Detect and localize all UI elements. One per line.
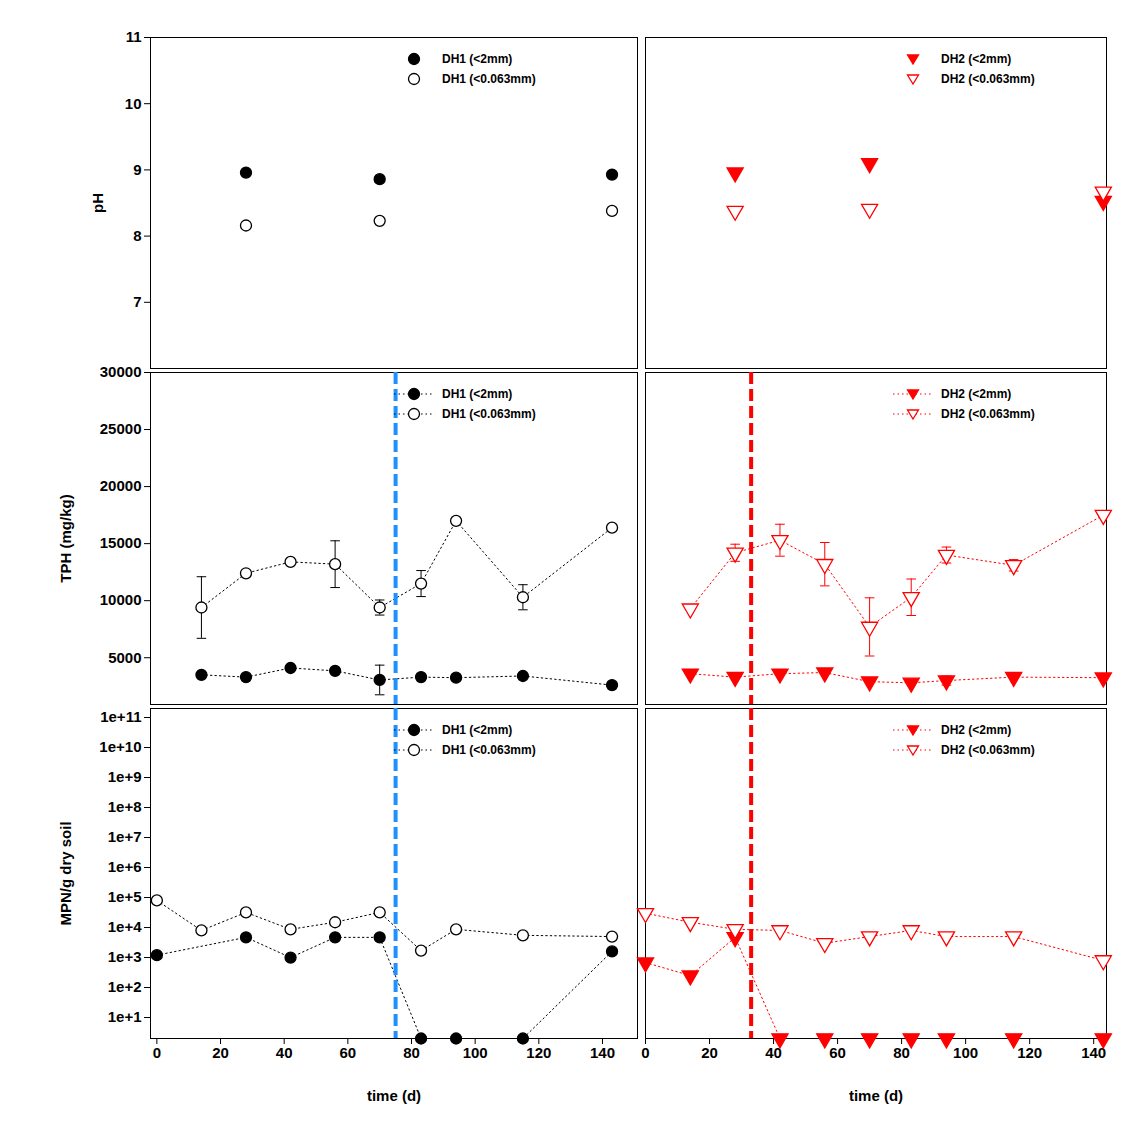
svg-text:8: 8 [133,227,141,244]
svg-text:30000: 30000 [100,363,142,380]
svg-text:80: 80 [403,1044,420,1061]
html-text:DH2 (<2mm): DH2 (<2mm) [941,387,1012,401]
svg-text:1e+3: 1e+3 [108,948,142,965]
html-text:DH2 (<0.063mm): DH2 (<0.063mm) [941,72,1035,86]
svg-text:15000: 15000 [100,534,142,551]
svg-text:1e+4: 1e+4 [108,918,142,935]
html-text:DH1 (<0.063mm): DH1 (<0.063mm) [442,743,536,757]
html-text:DH1 (<0.063mm): DH1 (<0.063mm) [442,407,536,421]
svg-text:TPH (mg/kg): TPH (mg/kg) [57,494,74,582]
svg-text:100: 100 [463,1044,488,1061]
svg-text:120: 120 [1017,1044,1042,1061]
svg-text:1e+6: 1e+6 [108,858,142,875]
svg-text:time (d): time (d) [849,1087,903,1104]
svg-text:20: 20 [701,1044,718,1061]
html-text:DH2 (<0.063mm): DH2 (<0.063mm) [941,407,1035,421]
svg-text:140: 140 [1081,1044,1107,1062]
html-text:DH1 (<2mm): DH1 (<2mm) [442,387,513,401]
svg-text:40: 40 [765,1044,782,1062]
html-text:DH1 (<2mm): DH1 (<2mm) [442,52,513,66]
svg-text:7: 7 [133,293,141,310]
svg-text:20000: 20000 [100,477,142,494]
svg-text:MPN/g dry soil: MPN/g dry soil [57,821,74,925]
svg-text:100: 100 [953,1044,978,1061]
svg-text:80: 80 [893,1044,910,1061]
svg-text:120: 120 [526,1044,551,1061]
svg-text:1e+2: 1e+2 [108,978,142,995]
svg-text:5000: 5000 [108,649,141,666]
html-text:DH1 (<0.063mm): DH1 (<0.063mm) [442,72,536,86]
svg-text:9: 9 [133,161,141,178]
svg-text:1e+1: 1e+1 [108,1008,142,1025]
svg-text:20: 20 [212,1044,229,1061]
svg-text:10: 10 [125,95,142,112]
svg-text:10000: 10000 [100,591,142,608]
svg-text:1e+10: 1e+10 [99,738,141,755]
svg-text:0: 0 [641,1044,649,1061]
svg-text:1e+9: 1e+9 [108,768,142,785]
svg-text:1e+5: 1e+5 [108,888,142,905]
svg-text:1e+7: 1e+7 [108,828,142,845]
html-text:DH2 (<2mm): DH2 (<2mm) [941,52,1012,66]
svg-text:1e+8: 1e+8 [108,798,142,815]
svg-text:11: 11 [126,28,142,45]
html-text:DH2 (<0.063mm): DH2 (<0.063mm) [941,743,1035,757]
html-text:DH1 (<2mm): DH1 (<2mm) [442,723,513,737]
svg-text:40: 40 [276,1044,293,1061]
svg-text:60: 60 [340,1044,357,1061]
svg-text:time (d): time (d) [367,1087,421,1104]
html-text:DH2 (<2mm): DH2 (<2mm) [941,723,1012,737]
svg-text:pH: pH [89,193,106,213]
svg-text:0: 0 [153,1044,161,1061]
svg-text:1e+11: 1e+11 [100,708,141,725]
svg-text:140: 140 [590,1044,615,1061]
svg-text:25000: 25000 [100,420,142,437]
svg-text:60: 60 [829,1044,846,1061]
